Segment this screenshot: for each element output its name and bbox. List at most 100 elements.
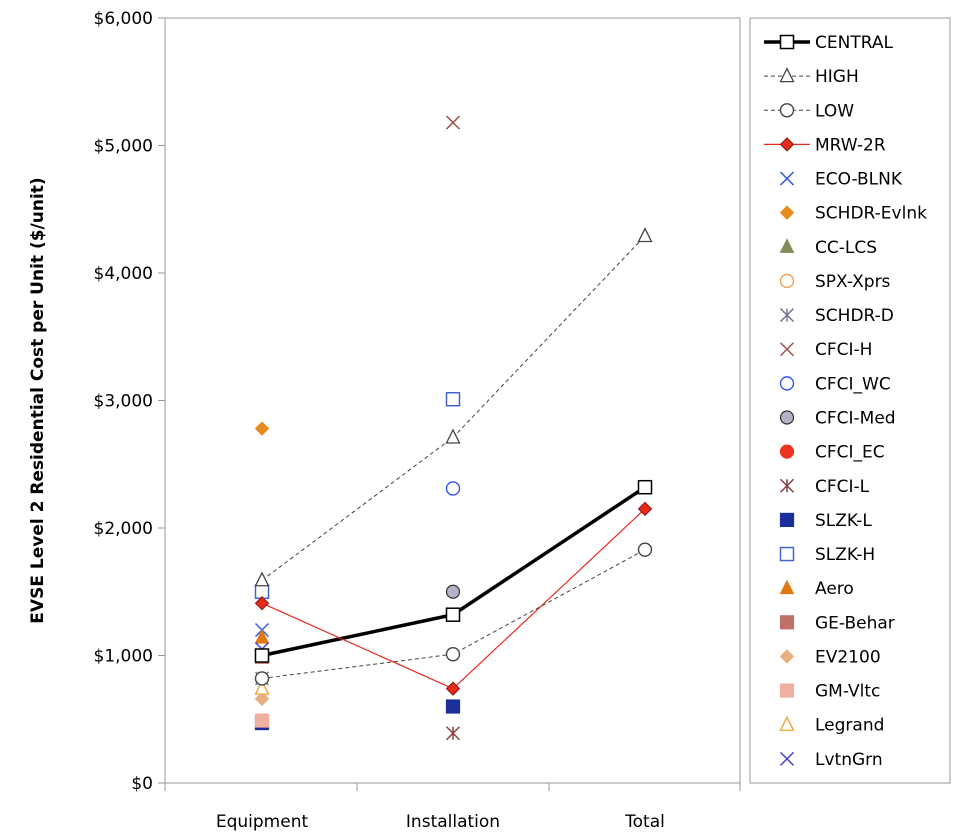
legend-item-schdr-evlnk: SCHDR-Evlnk bbox=[779, 204, 927, 224]
legend-marker bbox=[779, 34, 795, 50]
y-axis: $0 $1,000 $2,000 $3,000 $4,000 $5,000 $6,000 bbox=[94, 9, 165, 794]
x-axis: Equipment Installation Total bbox=[164, 783, 741, 832]
point-high bbox=[445, 428, 461, 444]
legend-item-gm-vltc: GM-Vltc bbox=[779, 682, 880, 702]
legend-item-eco-blnk: ECO-BLNK bbox=[779, 170, 903, 190]
legend-item-ge-behar: GE-Behar bbox=[779, 613, 895, 633]
y-axis-title: EVSE Level 2 Residential Cost per Unit (… bbox=[28, 177, 48, 623]
point-ev2100 bbox=[254, 691, 270, 707]
legend-item-slzk-l: SLZK-L bbox=[779, 511, 872, 531]
point-cfci-wc bbox=[445, 481, 461, 496]
legend-item-legrand: Legrand bbox=[779, 715, 884, 736]
point-low bbox=[637, 542, 653, 557]
legend-label: LvtnGrn bbox=[815, 750, 883, 770]
point-slzk-l bbox=[445, 699, 461, 714]
legend-item-lvtngrn: LvtnGrn bbox=[779, 750, 883, 770]
legend-marker bbox=[779, 342, 795, 357]
legend-label: ECO-BLNK bbox=[815, 170, 903, 190]
x-tick-label: Installation bbox=[406, 812, 500, 832]
point-cfci-l bbox=[445, 726, 461, 741]
legend-label: GE-Behar bbox=[815, 613, 895, 633]
legend-label: SPX-Xprs bbox=[815, 272, 891, 292]
legend-label: SCHDR-Evlnk bbox=[815, 204, 927, 224]
legend-marker bbox=[779, 376, 795, 391]
y-tick-label: $1,000 bbox=[94, 647, 153, 667]
legend-label: SLZK-L bbox=[815, 511, 872, 531]
legend-label: CFCI-H bbox=[815, 340, 872, 360]
legend-marker bbox=[779, 273, 795, 289]
point-central bbox=[254, 648, 270, 663]
legend-label: SCHDR-D bbox=[815, 306, 894, 326]
legend-label: SLZK-H bbox=[815, 545, 875, 565]
legend-marker bbox=[779, 579, 795, 595]
legend-item-cfci-wc: CFCI_WC bbox=[779, 374, 891, 394]
series-markers bbox=[254, 115, 653, 741]
legend-item-cfci-h: CFCI-H bbox=[779, 340, 872, 360]
point-slzk-h bbox=[445, 391, 461, 407]
legend-item-ev2100: EV2100 bbox=[779, 647, 881, 667]
point-low bbox=[445, 647, 461, 662]
legend-label: CFCI-Med bbox=[815, 409, 896, 429]
legend-marker bbox=[779, 205, 795, 220]
legend-item-aero: Aero bbox=[779, 579, 854, 599]
legend-marker bbox=[779, 444, 795, 459]
point-schdr-evlnk bbox=[254, 421, 270, 436]
point-cfci-med bbox=[445, 584, 461, 599]
y-tick-label: $0 bbox=[131, 774, 153, 794]
legend-marker bbox=[779, 410, 795, 425]
point-central bbox=[445, 607, 461, 622]
legend-item-cfci-ec: CFCI_EC bbox=[779, 443, 885, 463]
legend-item-central: CENTRAL bbox=[764, 33, 893, 53]
legend-label: EV2100 bbox=[815, 647, 881, 667]
legend-label: CFCI-L bbox=[815, 477, 870, 497]
legend-item-spx-xprs: SPX-Xprs bbox=[779, 272, 891, 292]
legend-box bbox=[749, 17, 951, 784]
legend-label: CFCI_WC bbox=[815, 374, 891, 394]
y-tick-label: $2,000 bbox=[94, 519, 153, 539]
x-tick-label: Equipment bbox=[216, 812, 309, 832]
legend-marker bbox=[779, 512, 795, 528]
legend-marker bbox=[779, 683, 795, 698]
point-mrw-2r bbox=[445, 681, 461, 696]
y-tick-label: $5,000 bbox=[94, 137, 153, 157]
legend-label: MRW-2R bbox=[815, 135, 886, 155]
point-mrw-2r bbox=[254, 596, 270, 611]
legend-label: CFCI_EC bbox=[815, 443, 885, 463]
legend-marker bbox=[779, 751, 795, 766]
legend-item-low: LOW bbox=[764, 101, 854, 121]
legend-marker bbox=[779, 478, 795, 493]
legend-label: Legrand bbox=[815, 716, 884, 736]
legend-marker bbox=[779, 67, 795, 83]
legend-marker bbox=[779, 238, 795, 253]
legend-label: Aero bbox=[815, 579, 854, 599]
point-mrw-2r bbox=[637, 501, 653, 517]
legend-marker bbox=[779, 171, 795, 186]
legend-marker bbox=[779, 308, 795, 323]
legend-marker bbox=[779, 615, 795, 630]
y-tick-label: $3,000 bbox=[94, 392, 153, 412]
y-tick-label: $4,000 bbox=[94, 264, 153, 284]
point-cfci-h bbox=[445, 115, 461, 130]
point-gm-vltc bbox=[254, 713, 270, 728]
y-tick-label: $6,000 bbox=[94, 9, 153, 29]
legend-marker bbox=[779, 649, 795, 664]
x-tick-label: Total bbox=[624, 812, 665, 832]
point-low bbox=[254, 671, 270, 686]
legend-marker bbox=[779, 715, 795, 731]
legend-marker bbox=[779, 546, 795, 562]
legend-item-mrw-2r: MRW-2R bbox=[764, 135, 886, 155]
legend-item-slzk-h: SLZK-H bbox=[779, 545, 875, 565]
legend-item-schdr-d: SCHDR-D bbox=[779, 306, 894, 326]
legend-item-cc-lcs: CC-LCS bbox=[779, 238, 877, 258]
legend: CENTRAL HIGH LOW MRW-2R ECO-BLNK SCHDR-Evlnk C… bbox=[749, 17, 951, 784]
point-legrand bbox=[254, 679, 270, 695]
legend-marker bbox=[779, 103, 795, 118]
point-high bbox=[637, 227, 653, 243]
legend-label: LOW bbox=[815, 101, 854, 121]
legend-label: CENTRAL bbox=[815, 33, 893, 53]
point-central bbox=[637, 479, 653, 495]
legend-item-high: HIGH bbox=[764, 67, 859, 87]
point-aero bbox=[254, 629, 270, 644]
legend-label: CC-LCS bbox=[815, 238, 877, 258]
